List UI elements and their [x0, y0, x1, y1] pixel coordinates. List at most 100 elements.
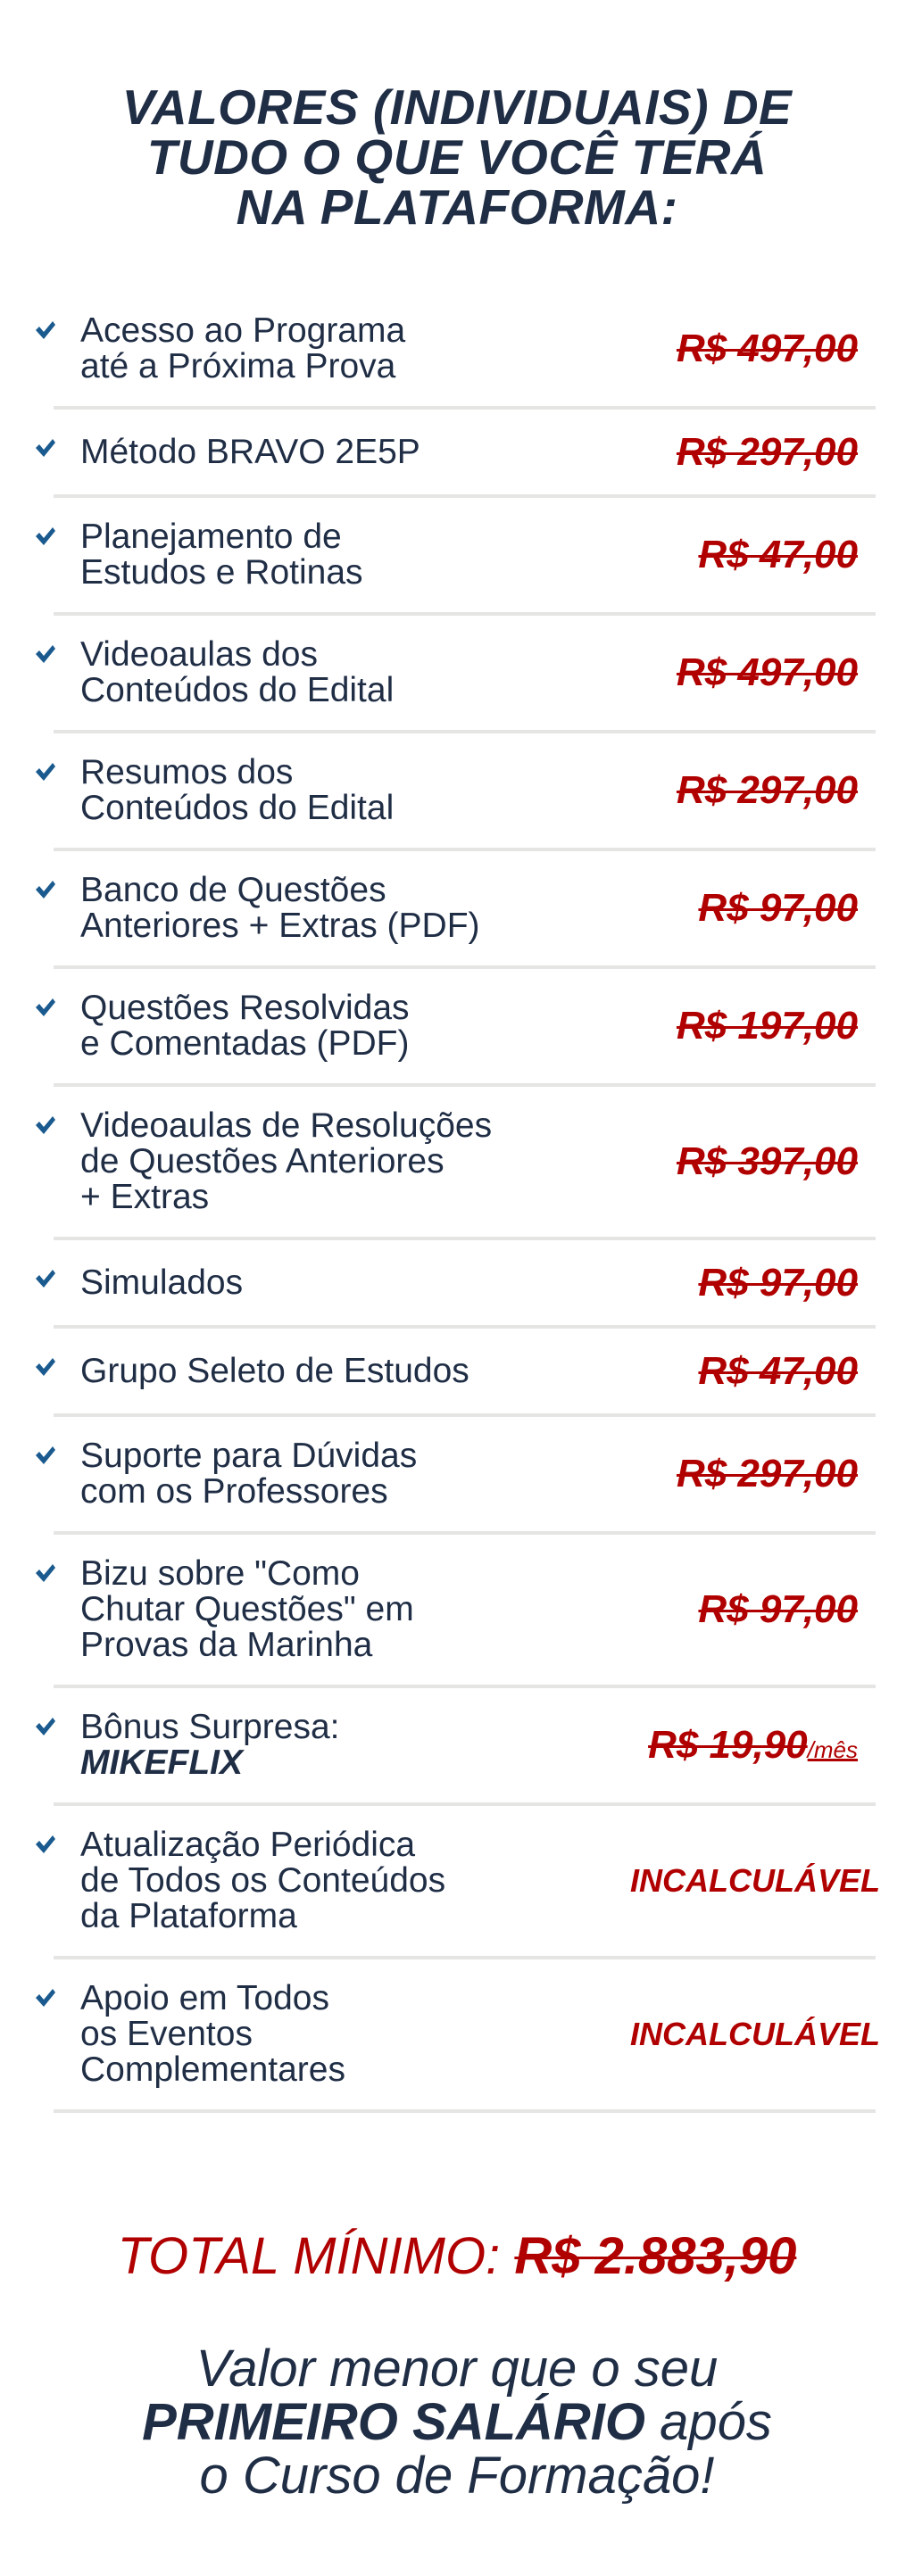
item-price-value: R$ 497,00: [676, 650, 858, 694]
item-label: Grupo Seleto de Estudos: [80, 1351, 616, 1390]
item-price: R$ 47,00: [698, 533, 858, 577]
check-icon: [36, 439, 55, 457]
item-price: R$ 19,90/mês: [648, 1723, 858, 1768]
item-price-value: R$ 47,00: [698, 1348, 858, 1393]
check-icon: [36, 527, 55, 545]
check-icon: [36, 1446, 55, 1464]
total-line: TOTAL MÍNIMO: R$ 2.883,90: [0, 2226, 914, 2286]
check-icon: [36, 763, 55, 781]
tagline: Valor menor que o seu PRIMEIRO SALÁRIO a…: [0, 2342, 914, 2503]
item-price-value: R$ 197,00: [676, 1004, 858, 1048]
item-price: INCALCULÁVEL: [630, 1862, 880, 1900]
item-label: Acesso ao Programa até a Próxima Prova: [80, 313, 616, 385]
item-price: R$ 297,00: [677, 1452, 858, 1496]
tagline-after-bold: após: [645, 2393, 772, 2451]
tagline-line-3: o Curso de Formação!: [199, 2447, 715, 2505]
item-price: R$ 197,00: [677, 1004, 858, 1048]
item-label-text: Planejamento de Estudos e Rotinas: [80, 518, 363, 592]
item-price-value: R$ 97,00: [698, 1260, 858, 1305]
list-item: Bônus Surpresa: MIKEFLIX R$ 19,90/mês: [36, 1688, 876, 1806]
item-label-text: Simulados: [80, 1263, 244, 1302]
item-label-text: Banco de Questões Anteriores + Extras (P…: [80, 871, 480, 945]
item-price: R$ 97,00: [698, 1587, 858, 1632]
item-label-text: Suporte para Dúvidas com os Professores: [80, 1437, 418, 1511]
total-label: TOTAL MÍNIMO:: [117, 2227, 515, 2285]
list-item: Acesso ao Programa até a Próxima Prova R$…: [36, 292, 876, 410]
list-item: Bizu sobre "Como Chutar Questões" em Pro…: [36, 1535, 876, 1688]
list-item: Banco de Questões Anteriores + Extras (P…: [36, 851, 876, 969]
list-item: Planejamento de Estudos e Rotinas R$ 47,0…: [36, 498, 876, 616]
item-label: Videoaulas dos Conteúdos do Edital: [80, 637, 616, 708]
item-label: Suporte para Dúvidas com os Professores: [80, 1438, 616, 1510]
item-label-text: Videoaulas dos Conteúdos do Edital: [80, 635, 395, 709]
item-label-text: Bizu sobre "Como Chutar Questões" em Pro…: [80, 1554, 414, 1664]
item-label: Planejamento de Estudos e Rotinas: [80, 519, 616, 591]
item-label: Bônus Surpresa: MIKEFLIX: [80, 1710, 616, 1781]
item-price-value: R$ 397,00: [676, 1139, 858, 1183]
list-item: Simulados R$ 97,00: [36, 1240, 876, 1329]
item-price-value: R$ 97,00: [698, 1587, 858, 1631]
check-icon: [36, 998, 55, 1016]
item-price: R$ 397,00: [677, 1139, 858, 1184]
list-item: Resumos dos Conteúdos do Edital R$ 297,00: [36, 733, 876, 851]
item-price-value: R$ 297,00: [676, 429, 858, 474]
item-label: Apoio em Todos os Eventos Complementares: [80, 1981, 616, 2088]
item-label: Atualização Periódica de Todos os Conteú…: [80, 1827, 616, 1934]
check-icon: [36, 881, 55, 899]
check-icon: [36, 1835, 55, 1853]
item-price: R$ 97,00: [698, 1261, 858, 1305]
item-price: R$ 47,00: [698, 1349, 858, 1394]
item-label: Bizu sobre "Como Chutar Questões" em Pro…: [80, 1556, 616, 1663]
list-item: Questões Resolvidas e Comentadas (PDF) R$…: [36, 969, 876, 1087]
list-item: Atualização Periódica de Todos os Conteú…: [36, 1806, 880, 1959]
list-item: Videoaulas de Resoluções de Questões Ant…: [36, 1087, 876, 1240]
tagline-bold: PRIMEIRO SALÁRIO: [142, 2393, 646, 2451]
check-icon: [36, 1116, 55, 1134]
item-label: Banco de Questões Anteriores + Extras (P…: [80, 873, 616, 944]
value-list: Acesso ao Programa até a Próxima Prova R$…: [0, 292, 914, 2113]
list-item: Método BRAVO 2E5P R$ 297,00: [36, 410, 876, 498]
tagline-line-1: Valor menor que o seu: [195, 2340, 719, 2398]
check-icon: [36, 321, 55, 339]
total-amount: R$ 2.883,90: [514, 2227, 797, 2285]
item-price-suffix: /mês: [807, 1736, 858, 1763]
list-item: Apoio em Todos os Eventos Complementares…: [36, 1959, 880, 2113]
item-price-value: R$ 19,90: [648, 1723, 808, 1767]
page-title: VALORES (INDIVIDUAIS) DE TUDO O QUE VOCÊ…: [121, 79, 793, 235]
item-price: R$ 497,00: [677, 327, 858, 371]
item-label-text: Videoaulas de Resoluções de Questões Ant…: [80, 1106, 493, 1216]
check-icon: [36, 1989, 55, 2007]
item-price-value: R$ 297,00: [676, 1452, 858, 1495]
item-label-bold: MIKEFLIX: [80, 1744, 243, 1782]
item-label-text: Questões Resolvidas e Comentadas (PDF): [80, 989, 410, 1063]
list-item: Suporte para Dúvidas com os Professores R…: [36, 1417, 876, 1535]
item-label-text: Resumos dos Conteúdos do Edital: [80, 753, 395, 827]
item-label: Resumos dos Conteúdos do Edital: [80, 755, 616, 826]
item-price-value: R$ 297,00: [676, 768, 858, 812]
check-icon: [36, 1718, 55, 1735]
item-label: Videoaulas de Resoluções de Questões Ant…: [80, 1108, 616, 1215]
item-label: Método BRAVO 2E5P: [80, 432, 616, 471]
item-label-text: Método BRAVO 2E5P: [80, 432, 420, 471]
item-price: R$ 97,00: [698, 886, 858, 931]
item-label: Simulados: [80, 1263, 616, 1302]
item-price-value: R$ 497,00: [676, 327, 858, 370]
item-label-text: Atualização Periódica de Todos os Conteú…: [80, 1826, 446, 1935]
item-label-text: Acesso ao Programa até a Próxima Prova: [80, 311, 406, 385]
item-label-text: Grupo Seleto de Estudos: [80, 1351, 469, 1390]
item-price: R$ 297,00: [677, 430, 858, 475]
item-label-text: Bônus Surpresa:: [80, 1708, 340, 1746]
item-price: R$ 497,00: [677, 650, 858, 695]
item-price: INCALCULÁVEL: [630, 2016, 880, 2053]
tagline-line-2: PRIMEIRO SALÁRIO após: [0, 2396, 914, 2449]
list-item: Grupo Seleto de Estudos R$ 47,00: [36, 1329, 876, 1417]
check-icon: [36, 645, 55, 663]
item-price: R$ 297,00: [677, 768, 858, 813]
item-label: Questões Resolvidas e Comentadas (PDF): [80, 990, 616, 1062]
item-price-value: R$ 97,00: [698, 886, 858, 930]
check-icon: [36, 1358, 55, 1376]
item-price-value: R$ 47,00: [698, 533, 858, 576]
list-item: Videoaulas dos Conteúdos do Edital R$ 497…: [36, 616, 876, 733]
item-label-text: Apoio em Todos os Eventos Complementares: [80, 1979, 345, 2089]
check-icon: [36, 1270, 55, 1288]
